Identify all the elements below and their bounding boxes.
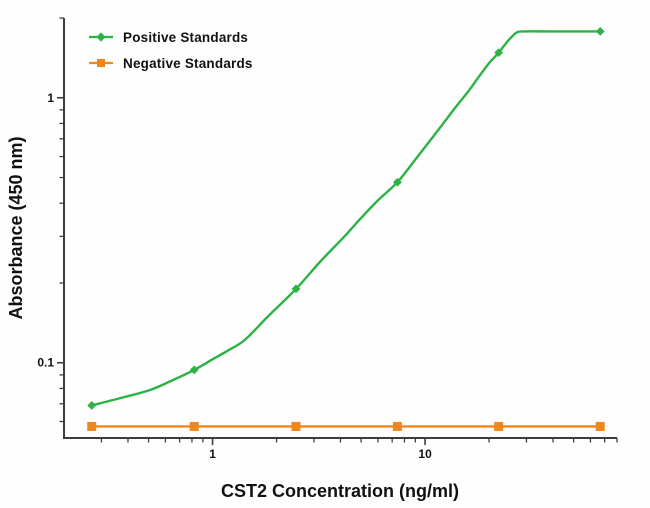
x-axis-title: CST2 Concentration (ng/ml) xyxy=(221,481,459,501)
y-axis-title: Absorbance (450 nm) xyxy=(6,136,26,319)
legend-item-negative-standards: Negative Standards xyxy=(88,54,253,72)
legend-item-positive-standards: Positive Standards xyxy=(88,28,253,46)
axis-ticks xyxy=(57,17,618,445)
x-tick-label: 10 xyxy=(418,447,432,461)
negative-standards-point xyxy=(87,421,97,431)
x-tick-label: 1 xyxy=(209,447,216,461)
negative-standards-point xyxy=(595,421,605,431)
positive-standards-point xyxy=(189,365,199,375)
y-tick-label: 0.1 xyxy=(37,356,54,370)
positive-standards-point xyxy=(393,177,402,187)
negative-standards-point xyxy=(291,421,301,431)
positive-standards-point xyxy=(291,284,301,294)
axes xyxy=(63,18,617,439)
positive-standards-point xyxy=(494,48,504,58)
legend-label: Negative Standards xyxy=(123,55,253,71)
positive-series-glyph xyxy=(89,32,113,42)
y-tick-label: 1 xyxy=(47,91,54,105)
positive-standards-curve xyxy=(90,30,602,407)
positive-standards-point xyxy=(87,401,97,410)
data-series xyxy=(87,27,605,431)
tick-labels: 1 10 1 0.1 xyxy=(37,91,432,461)
legend: Positive Standards Negative Standards xyxy=(88,28,253,72)
diamond-marker-icon xyxy=(96,32,106,42)
positive-standards-point xyxy=(595,27,605,36)
negative-standards-point xyxy=(494,421,504,431)
negative-standards-point xyxy=(189,421,199,431)
square-marker-icon xyxy=(97,59,105,67)
negative-standards-point xyxy=(392,421,402,431)
negative-series-glyph xyxy=(89,59,113,67)
legend-label: Positive Standards xyxy=(123,29,249,45)
